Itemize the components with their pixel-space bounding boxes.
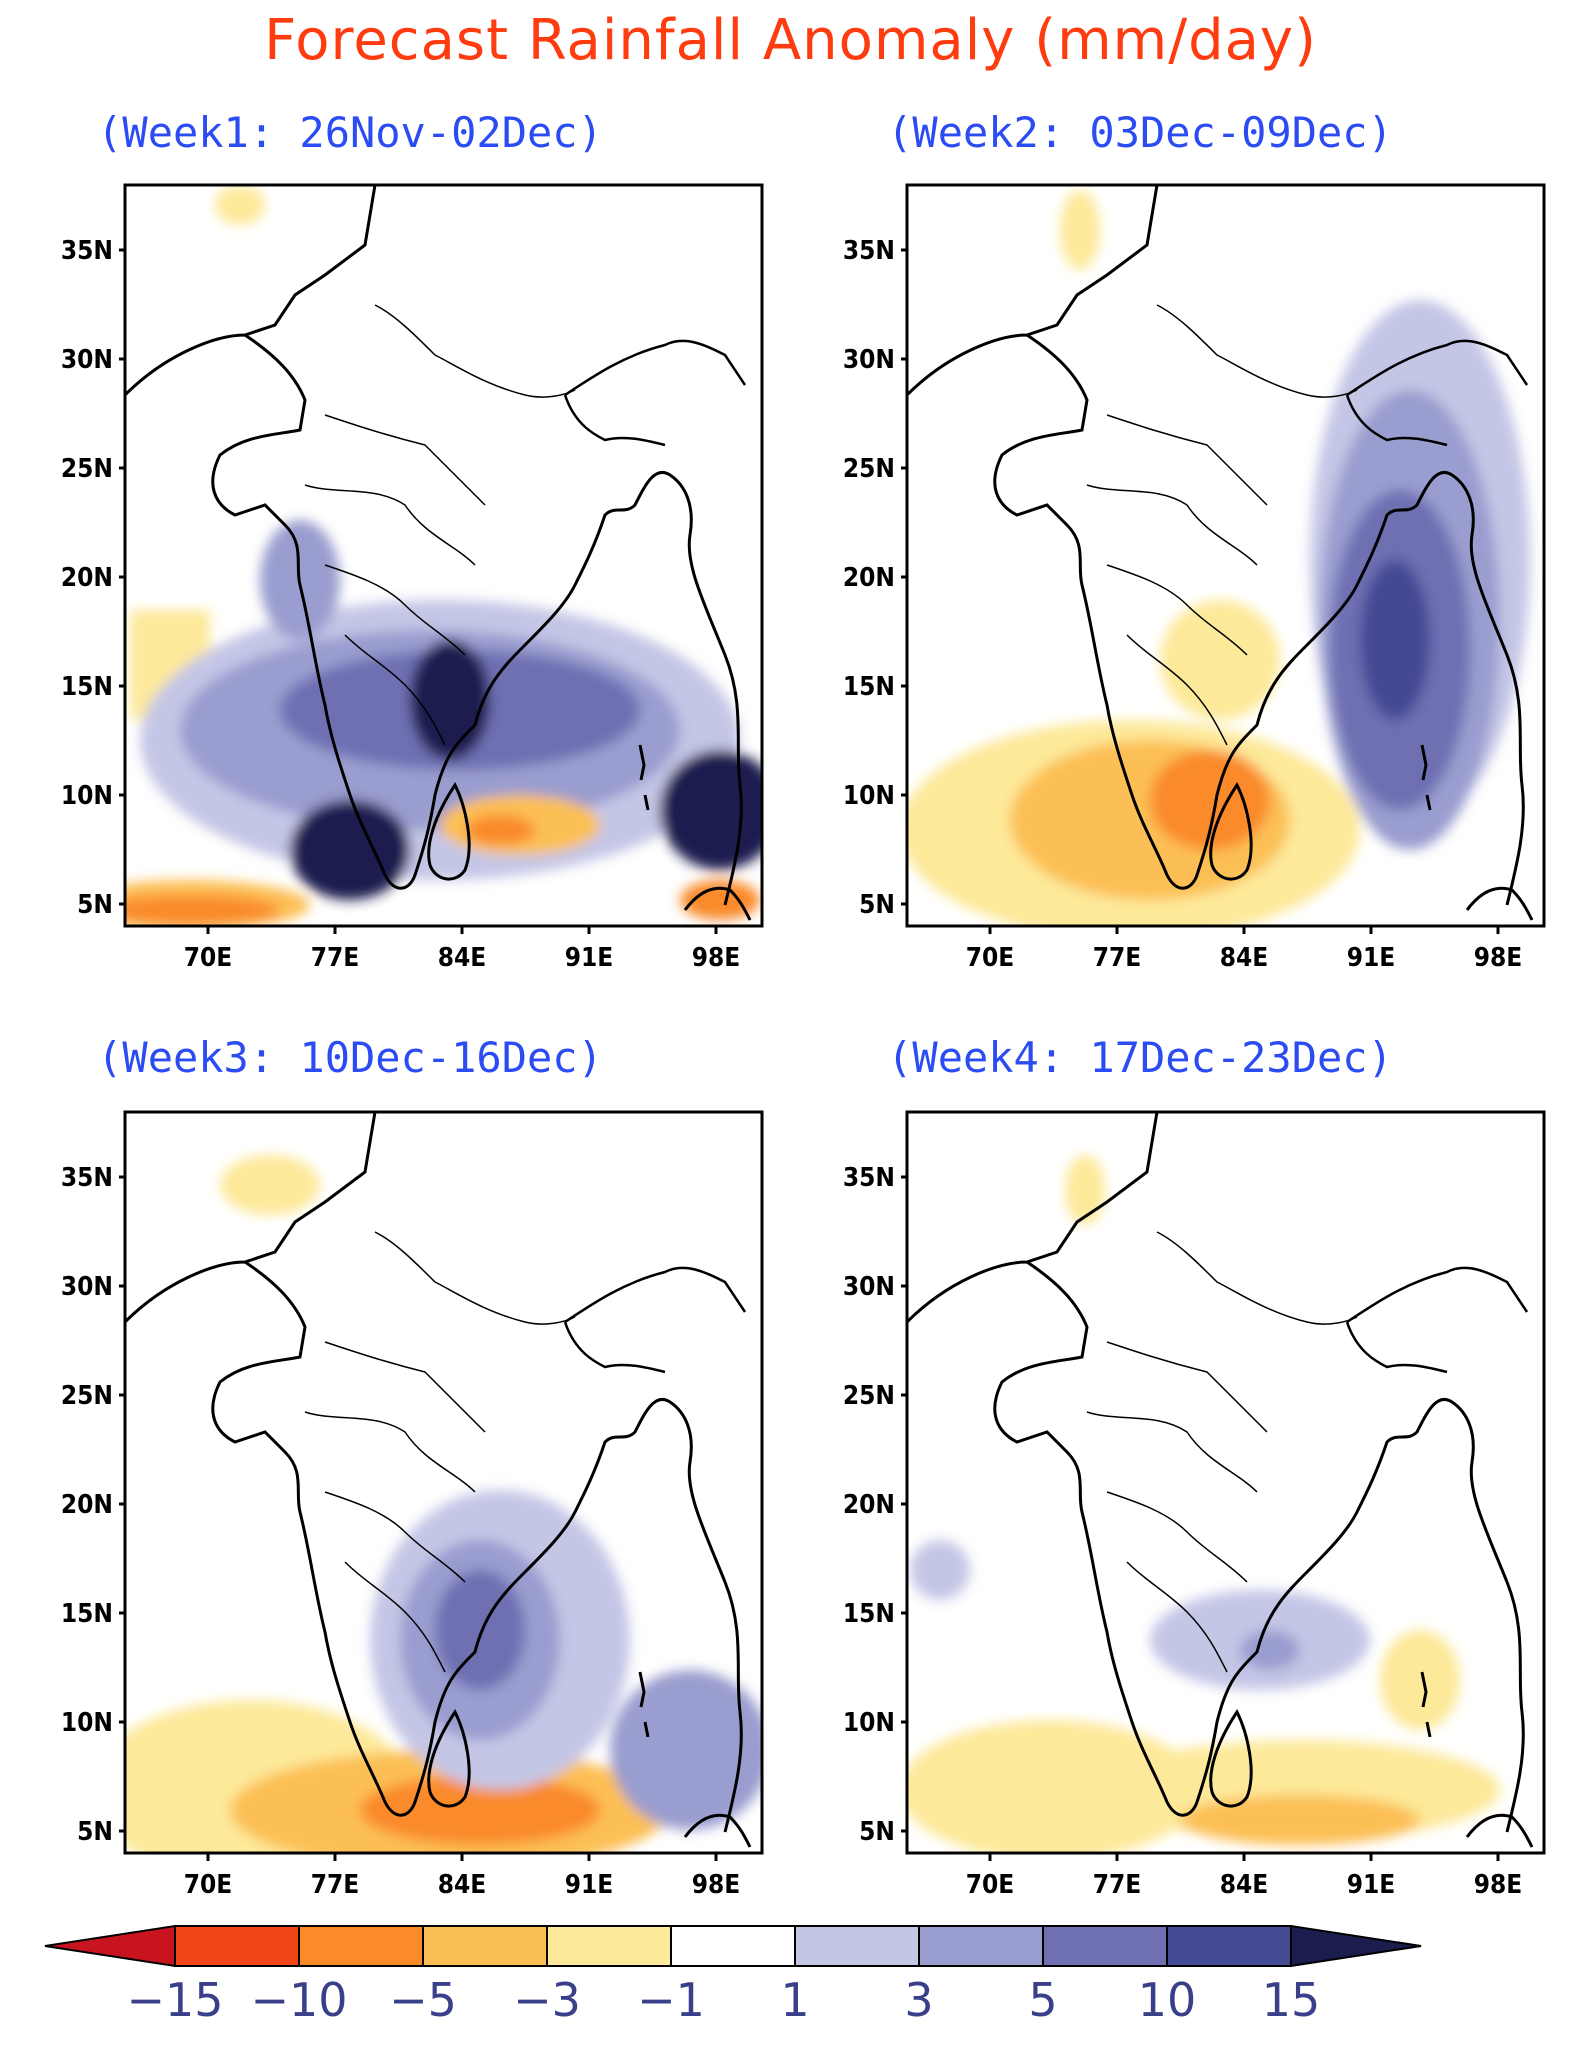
lon-tick-label: 77E [1093, 943, 1142, 973]
colorbar-segment [918, 1925, 1044, 1967]
panel-title-week3: (Week3: 10Dec-16Dec) [97, 1033, 603, 1082]
lat-tick-label: 35N [61, 236, 113, 266]
colorbar-tick-label: 3 [904, 1973, 933, 2027]
lat-tick-label: 35N [61, 1163, 113, 1193]
map-panel-week4 [905, 1110, 1546, 1855]
colorbar-segment [174, 1925, 300, 1967]
lon-tick-label: 84E [438, 1870, 487, 1900]
colorbar-lower-extension [44, 1924, 176, 1968]
lat-tick-label: 10N [843, 1708, 895, 1738]
lon-tick-label: 91E [1347, 943, 1396, 973]
lat-tick-label: 5N [77, 1817, 113, 1847]
lat-tick-label: 20N [843, 1490, 895, 1520]
panel-title-week2: (Week2: 03Dec-09Dec) [887, 108, 1393, 157]
lon-tick-label: 98E [1474, 943, 1523, 973]
colorbar-tick-label: −3 [513, 1973, 581, 2027]
lat-tick-label: 15N [843, 1599, 895, 1629]
panel-title-week1: (Week1: 26Nov-02Dec) [97, 108, 603, 157]
lat-tick-label: 5N [859, 890, 895, 920]
lon-tick-label: 91E [565, 1870, 614, 1900]
lat-tick-label: 20N [61, 1490, 113, 1520]
lon-tick-label: 91E [1347, 1870, 1396, 1900]
colorbar-upper-extension [1290, 1924, 1422, 1968]
lat-tick-label: 5N [77, 890, 113, 920]
colorbar-tick-label: −15 [126, 1973, 223, 2027]
colorbar-segment [1166, 1925, 1292, 1967]
lat-tick-label: 25N [843, 1381, 895, 1411]
lon-tick-label: 98E [692, 943, 741, 973]
lon-tick-label: 70E [966, 1870, 1015, 1900]
colorbar-segment [1042, 1925, 1168, 1967]
lat-tick-label: 5N [859, 1817, 895, 1847]
colorbar-segment [422, 1925, 548, 1967]
lat-tick-label: 20N [843, 563, 895, 593]
lat-tick-label: 35N [843, 1163, 895, 1193]
lon-tick-label: 77E [311, 943, 360, 973]
lon-tick-label: 98E [1474, 1870, 1523, 1900]
lat-tick-label: 25N [843, 454, 895, 484]
colorbar-tick-label: 5 [1028, 1973, 1057, 2027]
lon-tick-label: 84E [1220, 1870, 1269, 1900]
lon-tick-label: 98E [692, 1870, 741, 1900]
colorbar-tick-label: 10 [1138, 1973, 1197, 2027]
figure-title: Forecast Rainfall Anomaly (mm/day) [264, 8, 1317, 73]
map-panel-week1 [123, 183, 764, 928]
panel-title-week4: (Week4: 17Dec-23Dec) [887, 1033, 1393, 1082]
lat-tick-label: 30N [61, 1272, 113, 1302]
colorbar-tick-label: 1 [780, 1973, 809, 2027]
lat-tick-label: 10N [61, 1708, 113, 1738]
colorbar-tick-label: −10 [250, 1973, 347, 2027]
lat-tick-label: 30N [61, 345, 113, 375]
map-panel-week3 [123, 1110, 764, 1855]
lat-tick-label: 30N [843, 345, 895, 375]
colorbar: −15 −10 −5 −3 −1 1 3 5 10 15 [44, 1924, 1422, 2027]
lat-tick-label: 25N [61, 1381, 113, 1411]
lon-tick-label: 77E [1093, 1870, 1142, 1900]
colorbar-tick-label: −5 [389, 1973, 457, 2027]
lat-tick-label: 20N [61, 563, 113, 593]
map-panel-week2 [905, 183, 1546, 928]
lat-tick-label: 15N [843, 672, 895, 702]
lon-tick-label: 84E [438, 943, 487, 973]
lon-tick-label: 77E [311, 1870, 360, 1900]
colorbar-segment [670, 1925, 796, 1967]
lat-tick-label: 10N [843, 781, 895, 811]
colorbar-segment [546, 1925, 672, 1967]
lon-tick-label: 70E [966, 943, 1015, 973]
lon-tick-label: 70E [184, 943, 233, 973]
lat-tick-label: 15N [61, 672, 113, 702]
lon-tick-label: 91E [565, 943, 614, 973]
colorbar-segment [794, 1925, 920, 1967]
lat-tick-label: 10N [61, 781, 113, 811]
colorbar-tick-label: 15 [1262, 1973, 1321, 2027]
colorbar-tick-label: −1 [637, 1973, 705, 2027]
lon-tick-label: 70E [184, 1870, 233, 1900]
lat-tick-label: 15N [61, 1599, 113, 1629]
lat-tick-label: 25N [61, 454, 113, 484]
colorbar-segment [298, 1925, 424, 1967]
lat-tick-label: 35N [843, 236, 895, 266]
lat-tick-label: 30N [843, 1272, 895, 1302]
lon-tick-label: 84E [1220, 943, 1269, 973]
